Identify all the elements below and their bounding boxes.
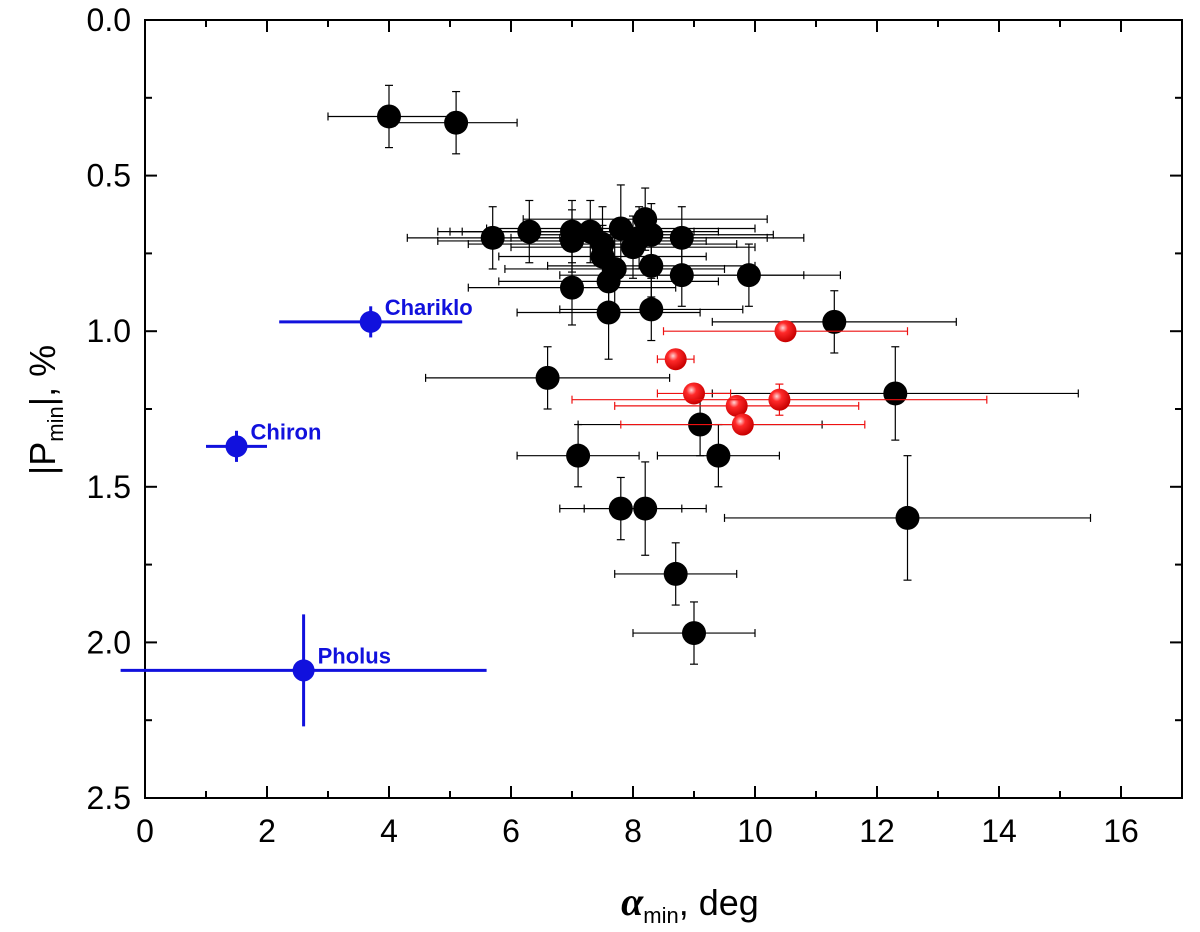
x-tick-label: 8 <box>624 813 642 849</box>
data-point <box>639 297 664 322</box>
data-point <box>822 309 847 334</box>
y-axis-prefix: |P <box>22 442 63 475</box>
data-point <box>895 505 920 530</box>
data-point <box>359 310 382 333</box>
x-axis-suffix: , deg <box>679 882 759 923</box>
data-point <box>596 300 621 325</box>
data-point <box>560 275 584 300</box>
x-tick-label: 0 <box>136 813 154 849</box>
data-point <box>663 561 688 586</box>
x-axis-subscript: min <box>643 903 678 928</box>
data-point <box>566 443 591 468</box>
y-tick-labels: 0.0 0.5 1.0 1.5 2.0 2.5 <box>87 2 131 816</box>
data-marks: Chariklo Chiron Pholus <box>120 84 1092 727</box>
data-point <box>669 225 694 250</box>
data-point <box>639 253 664 278</box>
data-point <box>725 394 748 417</box>
data-point <box>883 381 908 406</box>
y-tick-label: 1.5 <box>87 469 131 505</box>
point-label: Pholus <box>318 643 391 668</box>
y-tick-label: 1.0 <box>87 313 131 349</box>
data-point <box>683 382 705 405</box>
point-label: Chariklo <box>385 295 473 320</box>
x-tick-label: 10 <box>737 813 773 849</box>
x-tick-label: 14 <box>981 813 1017 849</box>
data-point <box>480 225 505 250</box>
data-point <box>736 263 761 288</box>
data-point <box>768 388 791 411</box>
data-point <box>682 621 706 646</box>
x-axis-title: αmin, deg <box>621 879 759 928</box>
x-tick-label: 6 <box>502 813 520 849</box>
series-red <box>571 320 988 436</box>
y-tick-label: 2.0 <box>87 624 131 660</box>
data-point <box>377 104 401 129</box>
x-tick-label: 12 <box>859 813 895 849</box>
x-tick-label: 2 <box>258 813 276 849</box>
data-point <box>444 110 469 135</box>
data-point <box>731 413 754 436</box>
data-point <box>535 365 560 390</box>
data-point <box>292 659 315 682</box>
y-tick-label: 0.0 <box>87 2 131 38</box>
data-point <box>225 435 248 458</box>
y-axis-subscript: min <box>43 406 68 441</box>
y-tick-label: 0.5 <box>87 158 131 194</box>
axis-ticks <box>144 19 1183 799</box>
data-point <box>706 443 731 468</box>
y-axis-suffix: |, % <box>22 345 63 406</box>
data-point <box>774 320 797 343</box>
data-point <box>633 496 658 521</box>
data-point <box>664 348 687 371</box>
series-centaurs: Chariklo Chiron Pholus <box>120 295 487 727</box>
y-tick-label: 2.5 <box>87 780 131 816</box>
x-tick-labels: 0 2 4 6 8 10 12 14 16 <box>136 813 1139 849</box>
point-label: Chiron <box>251 419 322 444</box>
x-tick-label: 4 <box>380 813 398 849</box>
plot-frame <box>144 19 1183 799</box>
y-axis-title: |Pmin|, % <box>22 345 68 475</box>
x-axis-symbol: α <box>621 879 644 924</box>
series-black <box>327 84 1092 665</box>
x-tick-label: 16 <box>1103 813 1139 849</box>
